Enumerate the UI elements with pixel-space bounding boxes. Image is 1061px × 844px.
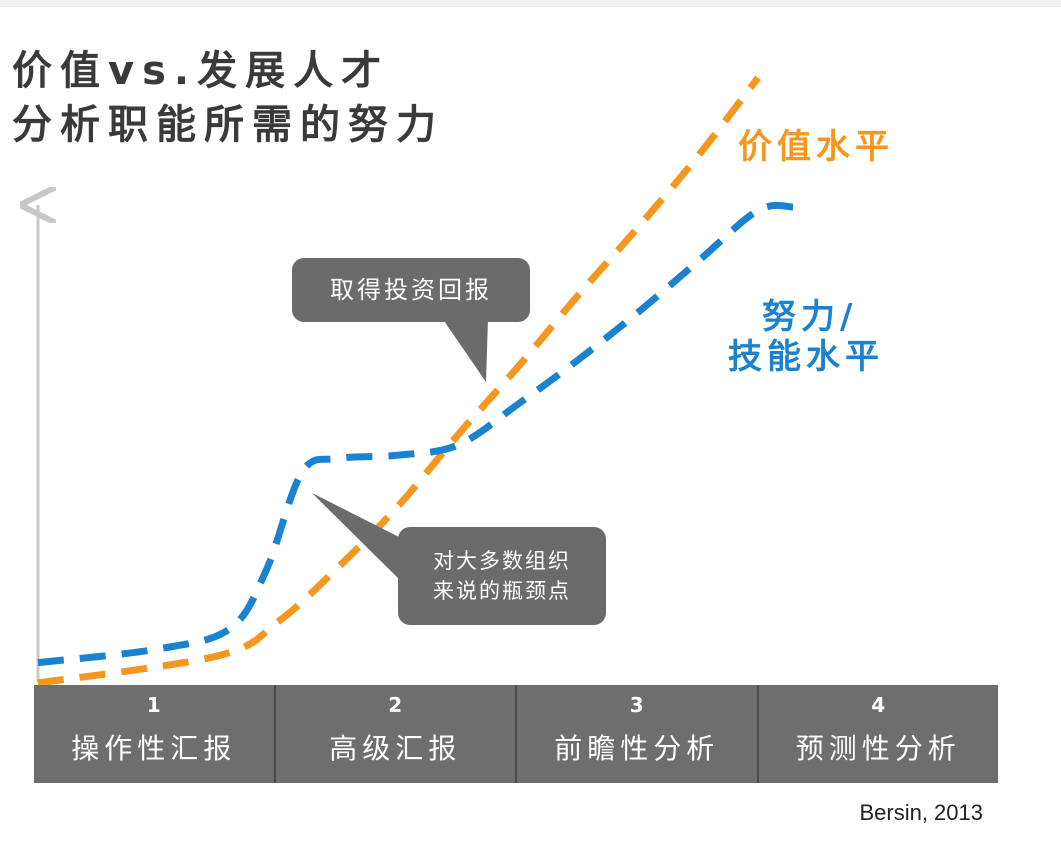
roi-callout-pointer — [442, 318, 488, 382]
value-series-label: 价值水平 — [738, 127, 894, 167]
bottleneck-callout: 对大多数组织 来说的瓶颈点 — [398, 527, 606, 625]
effort-series-label-line1: 努力/ — [762, 297, 857, 337]
roi-callout-text: 取得投资回报 — [330, 276, 492, 304]
stage-3: 3 前瞻性分析 — [517, 685, 759, 783]
title-line-1: 价值vs.发展人才 — [12, 48, 390, 94]
stage-label: 预测性分析 — [795, 732, 961, 765]
roi-callout: 取得投资回报 — [292, 258, 530, 322]
effort-series-line — [37, 201, 795, 667]
stage-label: 前瞻性分析 — [554, 732, 720, 765]
series-layer — [37, 75, 795, 687]
stage-label: 操作性汇报 — [71, 732, 237, 765]
bottleneck-callout-line1: 对大多数组织 — [433, 549, 571, 573]
title-line-2: 分析职能所需的努力 — [12, 102, 444, 148]
source-citation: Bersin, 2013 — [859, 800, 983, 825]
stage-1: 1 操作性汇报 — [34, 685, 276, 783]
bottleneck-callout-line2: 来说的瓶颈点 — [433, 579, 571, 603]
stage-4: 4 预测性分析 — [759, 685, 999, 783]
stage-label: 高级汇报 — [329, 732, 462, 765]
stage-2: 2 高级汇报 — [276, 685, 517, 783]
stage-number: 1 — [146, 693, 161, 717]
stage-number: 2 — [388, 693, 403, 717]
stage-bar: 1 操作性汇报 2 高级汇报 3 前瞻性分析 4 预测性分析 — [34, 685, 998, 783]
top-rule — [0, 0, 1061, 7]
stage-number: 3 — [629, 693, 644, 717]
chart-title: 价值vs.发展人才 分析职能所需的努力 — [12, 44, 444, 152]
effort-series-label-line2: 技能水平 — [728, 337, 884, 377]
bottleneck-callout-pointer — [312, 493, 405, 585]
stage-number: 4 — [871, 693, 886, 717]
value-series-line — [37, 75, 761, 687]
